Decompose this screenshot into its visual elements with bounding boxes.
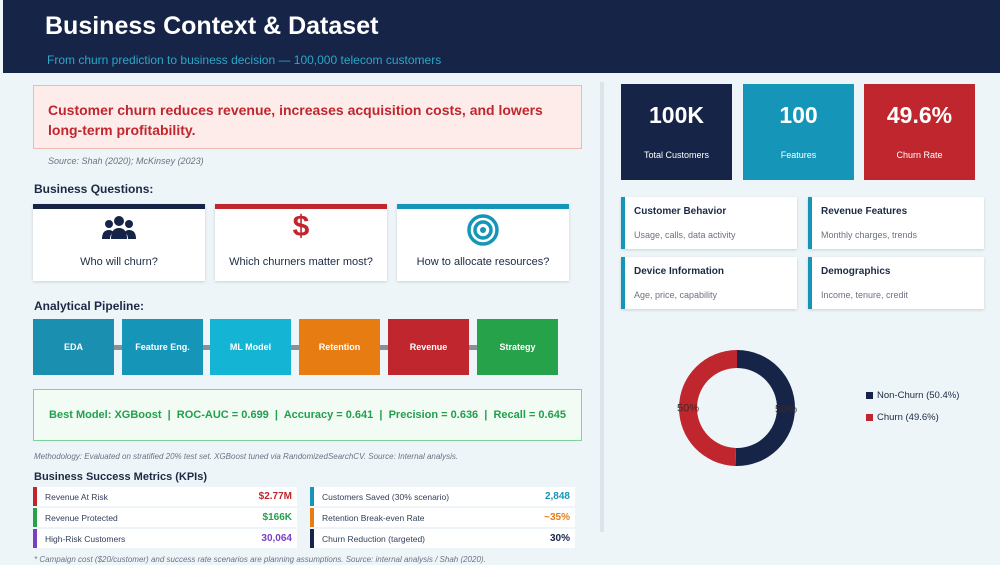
feature-card-device: Device Information Age, price, capabilit… — [621, 257, 797, 309]
feature-title: Revenue Features — [821, 206, 908, 217]
kpi-value: ~35% — [544, 512, 570, 523]
pipeline-step-feature-eng: Feature Eng. — [122, 319, 203, 375]
donut-slice-non-churn — [735, 350, 796, 466]
kpi-label: Retention Break-even Rate — [322, 513, 425, 523]
churn-donut-chart: 50% 50% — [677, 350, 797, 466]
donut-slice-churn — [679, 350, 737, 466]
legend-churn: Churn (49.6%) — [866, 412, 939, 423]
feature-card-customer-behavior: Customer Behavior Usage, calls, data act… — [621, 197, 797, 249]
feature-card-demographics: Demographics Income, tenure, credit — [808, 257, 984, 309]
methodology-note: Methodology: Evaluated on stratified 20%… — [34, 452, 459, 461]
feature-desc: Age, price, capability — [634, 290, 718, 300]
question-label: Which churners matter most? — [229, 256, 373, 268]
legend-swatch — [866, 414, 873, 421]
stat-value: 49.6% — [886, 102, 953, 128]
stat-total-customers: 100K Total Customers — [621, 84, 732, 180]
question-card-allocate: How to allocate resources? — [397, 204, 569, 281]
pipeline-step-ml-model: ML Model — [210, 319, 291, 375]
legend-label: Churn (49.6%) — [877, 412, 939, 423]
legend-label: Non-Churn (50.4%) — [877, 390, 960, 401]
stat-label: Churn Rate — [896, 150, 943, 160]
kpi-label: Churn Reduction (targeted) — [322, 534, 426, 544]
feature-desc: Income, tenure, credit — [821, 290, 909, 300]
business-questions-title: Business Questions: — [34, 182, 154, 196]
kpi-value: 2,848 — [544, 491, 570, 502]
pipeline-step-revenue: Revenue — [388, 319, 469, 375]
feature-title: Customer Behavior — [634, 206, 727, 217]
question-card-bar — [397, 204, 569, 209]
best-model-box: Best Model: XGBoost | ROC-AUC = 0.699 | … — [33, 389, 582, 441]
stat-value: 100 — [779, 102, 818, 128]
header-banner: Business Context & Dataset From churn pr… — [3, 0, 1000, 73]
question-card-bar — [215, 204, 387, 209]
kpi-title: Business Success Metrics (KPIs) — [34, 471, 208, 483]
kpi-high-risk-customers: High-Risk Customers 30,064 — [33, 529, 297, 548]
stat-label: Total Customers — [643, 150, 710, 160]
donut-data-label: 50% — [677, 402, 699, 414]
page-title: Business Context & Dataset — [45, 12, 379, 40]
page-subtitle: From churn prediction to business decisi… — [47, 53, 442, 67]
question-label: How to allocate resources? — [416, 256, 550, 268]
feature-title: Demographics — [821, 266, 891, 277]
question-card-which-churners: $ Which churners matter most? — [215, 204, 387, 281]
alert-source: Source: Shah (2020); McKinsey (2023) — [48, 156, 204, 166]
kpi-value: 30,064 — [261, 533, 292, 544]
kpi-label: Revenue At Risk — [45, 492, 108, 502]
pipeline-connector — [60, 345, 530, 350]
kpi-revenue-protected: Revenue Protected $166K — [33, 508, 297, 527]
donut-data-label: 50% — [775, 404, 797, 416]
kpi-revenue-at-risk: Revenue At Risk $2.77M — [33, 487, 297, 506]
question-card-who-churn: Who will churn? — [33, 204, 205, 281]
kpi-label: Revenue Protected — [45, 513, 118, 523]
feature-desc: Monthly charges, trends — [821, 230, 918, 240]
feature-title: Device Information — [634, 266, 725, 277]
pipeline-step-strategy: Strategy — [477, 319, 558, 375]
question-card-bar — [33, 204, 205, 209]
dollar-icon: $ — [292, 210, 310, 243]
legend-non-churn: Non-Churn (50.4%) — [866, 390, 959, 401]
stat-value: 100K — [649, 102, 704, 128]
kpi-value: 30% — [549, 533, 570, 544]
target-icon — [397, 214, 569, 251]
legend-swatch — [866, 392, 873, 399]
kpi-label: Customers Saved (30% scenario) — [322, 492, 450, 502]
kpi-footnote: * Campaign cost ($20/customer) and succe… — [34, 555, 486, 564]
churn-alert-box: Customer churn reduces revenue, increase… — [33, 85, 582, 149]
pipeline-step-eda: EDA — [33, 319, 114, 375]
kpi-label: High-Risk Customers — [45, 534, 126, 544]
stat-label: Features — [780, 150, 817, 160]
pipeline-step-retention: Retention — [299, 319, 380, 375]
stat-churn-rate: 49.6% Churn Rate — [864, 84, 975, 180]
feature-card-revenue: Revenue Features Monthly charges, trends — [808, 197, 984, 249]
kpi-value: $166K — [262, 512, 292, 523]
stat-features: 100 Features — [743, 84, 854, 180]
question-label: Who will churn? — [80, 256, 158, 268]
feature-desc: Usage, calls, data activity — [634, 230, 736, 240]
kpi-break-even-rate: Retention Break-even Rate ~35% — [310, 508, 575, 527]
kpi-value: $2.77M — [258, 491, 292, 502]
column-divider — [600, 82, 604, 532]
kpi-churn-reduction: Churn Reduction (targeted) 30% — [310, 529, 575, 548]
kpi-customers-saved: Customers Saved (30% scenario) 2,848 — [310, 487, 575, 506]
pipeline-title: Analytical Pipeline: — [34, 299, 145, 313]
users-icon — [33, 214, 205, 247]
